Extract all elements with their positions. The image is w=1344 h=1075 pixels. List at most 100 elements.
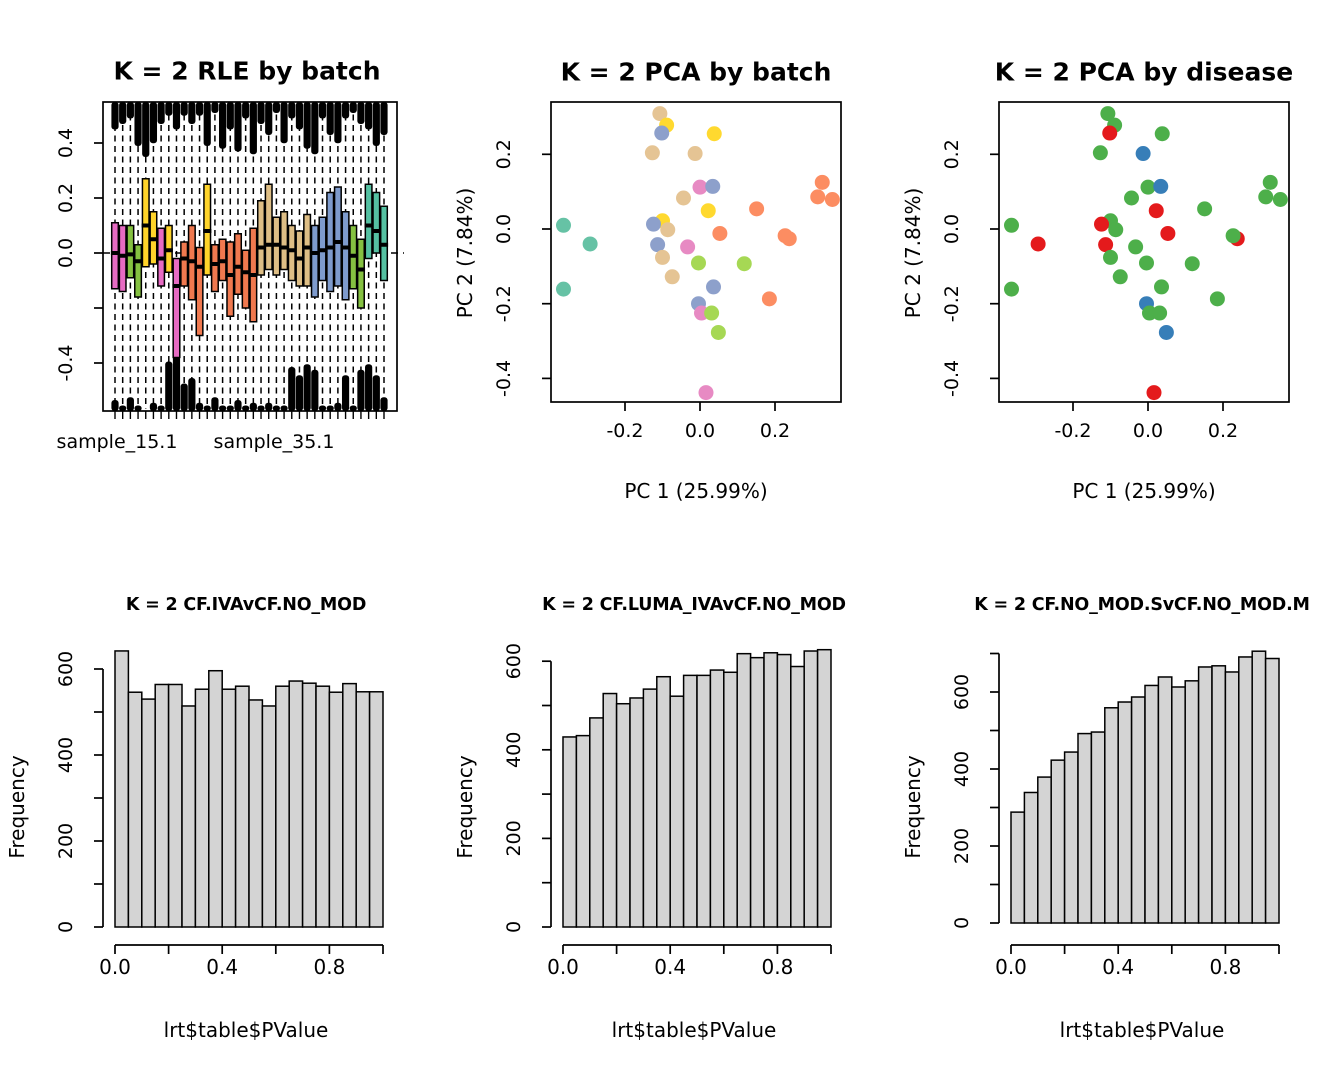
outlier-blob-top <box>249 102 257 155</box>
outlier-blob-top <box>149 102 158 144</box>
hist1-svg: 0 200 400 600 0.0 0.4 0.8 <box>55 650 384 979</box>
rle-box <box>333 186 342 287</box>
data-point <box>1148 203 1164 219</box>
hist2-svg: 0 200 400 600 0.0 0.4 0.8 <box>503 643 832 979</box>
rle-box <box>118 224 127 293</box>
rle-box <box>341 211 350 301</box>
plot-border <box>102 101 398 412</box>
rle-box <box>180 241 189 287</box>
data-point <box>1146 385 1162 401</box>
histogram-bar <box>1157 676 1173 924</box>
frequency-axis-label: Frequency <box>453 755 477 859</box>
data-point <box>1128 239 1144 255</box>
data-point <box>692 179 708 195</box>
outlier-blob-bottom <box>349 405 357 411</box>
histogram-bar <box>709 669 725 928</box>
data-point <box>556 217 571 233</box>
data-point <box>705 178 721 194</box>
median-line <box>210 262 220 266</box>
histogram-bar <box>1104 707 1119 924</box>
rle-boxplot-svg: 0.4 0.2 0.0 -0.4 <box>55 101 404 419</box>
x-tick-label: 0.4 <box>1102 955 1134 979</box>
median-line <box>141 223 150 228</box>
histogram-bar <box>1023 791 1039 924</box>
data-point <box>1225 228 1241 244</box>
histogram-bar <box>696 674 712 928</box>
outlier-blob-top <box>365 102 373 130</box>
median-line <box>326 245 335 250</box>
outlier-blob-bottom <box>318 405 327 411</box>
outlier-blob-top <box>372 102 380 146</box>
outlier-blob-bottom <box>119 405 127 411</box>
outlier-blob-top <box>265 102 273 135</box>
data-point <box>1124 190 1139 206</box>
plot-border <box>550 101 842 403</box>
histogram-bar <box>261 705 277 928</box>
histogram-bar <box>141 698 156 928</box>
histogram-bar <box>208 669 223 928</box>
data-point <box>664 269 680 285</box>
outlier-blob-top <box>380 102 388 135</box>
histogram-bar <box>248 699 264 928</box>
rle-box <box>141 178 150 268</box>
histogram-bar <box>723 671 738 928</box>
rle-box <box>280 211 289 271</box>
data-point <box>824 191 840 207</box>
data-point <box>1139 255 1154 271</box>
histogram-bar <box>749 656 765 928</box>
histogram-bar <box>1144 684 1160 924</box>
histogram-bar <box>669 695 685 928</box>
data-point <box>646 216 661 232</box>
rle-box <box>172 257 181 359</box>
histogram-bar <box>1184 680 1200 924</box>
histogram-bar <box>342 682 357 928</box>
outlier-blob-top <box>242 102 250 119</box>
y-tick-label: 0 <box>951 917 973 929</box>
y-tick-label: 400 <box>951 751 973 787</box>
y-tick-label: 200 <box>503 820 525 856</box>
hist3-title: K = 2 CF.NO_MOD.SvCF.NO_MOD.M <box>974 594 1310 615</box>
median-line <box>364 223 373 228</box>
data-point <box>777 228 793 244</box>
outlier-blob-top <box>311 102 319 155</box>
hist1-title: K = 2 CF.IVAvCF.NO_MOD <box>125 594 367 615</box>
y-tick-label: 0.0 <box>941 214 963 244</box>
data-point <box>1092 145 1108 161</box>
histogram-bar <box>221 688 237 928</box>
rle-title: K = 2 RLE by batch <box>113 56 381 86</box>
rle-box <box>233 233 243 295</box>
outlier-blob-bottom <box>126 397 134 411</box>
data-point <box>654 125 670 141</box>
histogram-bar <box>301 682 317 928</box>
histogram-bar <box>154 683 170 928</box>
outlier-blob-bottom <box>249 402 257 411</box>
outlier-blob-top <box>219 102 227 149</box>
histogram-bar <box>1238 656 1253 924</box>
outlier-blob-bottom <box>172 356 181 411</box>
outlier-blob-bottom <box>111 400 119 411</box>
data-point <box>700 203 716 219</box>
histogram-bar <box>288 680 304 928</box>
data-point <box>652 106 668 122</box>
data-point <box>1100 106 1116 122</box>
pca-disease-svg: -0.2 0.0 0.2 0.2 0.0 -0.2 -0.4 <box>941 101 1290 442</box>
panel-hist-cf-luma-iva: 0 200 400 600 0.0 0.4 0.8 K = 2 CF.LUMA_IVAvCF… <box>448 537 896 1075</box>
histogram-bar <box>1224 671 1240 924</box>
histogram-bar <box>127 691 143 928</box>
data-point <box>1135 146 1151 162</box>
pca-batch-title: K = 2 PCA by batch <box>560 57 832 87</box>
outlier-blob-bottom <box>242 405 250 411</box>
hist3-svg: 0 200 400 600 0.0 0.4 0.8 <box>951 650 1280 979</box>
outlier-blob-top <box>226 102 234 130</box>
outlier-blob-top <box>341 102 350 119</box>
median-line <box>203 229 212 233</box>
median-line <box>187 259 196 264</box>
y-tick-label: 600 <box>55 651 77 687</box>
data-point <box>706 279 721 295</box>
outlier-blob-bottom <box>295 375 304 411</box>
outlier-blob-top <box>234 102 242 152</box>
y-tick-label: 200 <box>55 823 77 859</box>
histogram-bar <box>194 688 210 928</box>
median-line <box>279 245 289 250</box>
outlier-blob-top <box>134 102 142 146</box>
